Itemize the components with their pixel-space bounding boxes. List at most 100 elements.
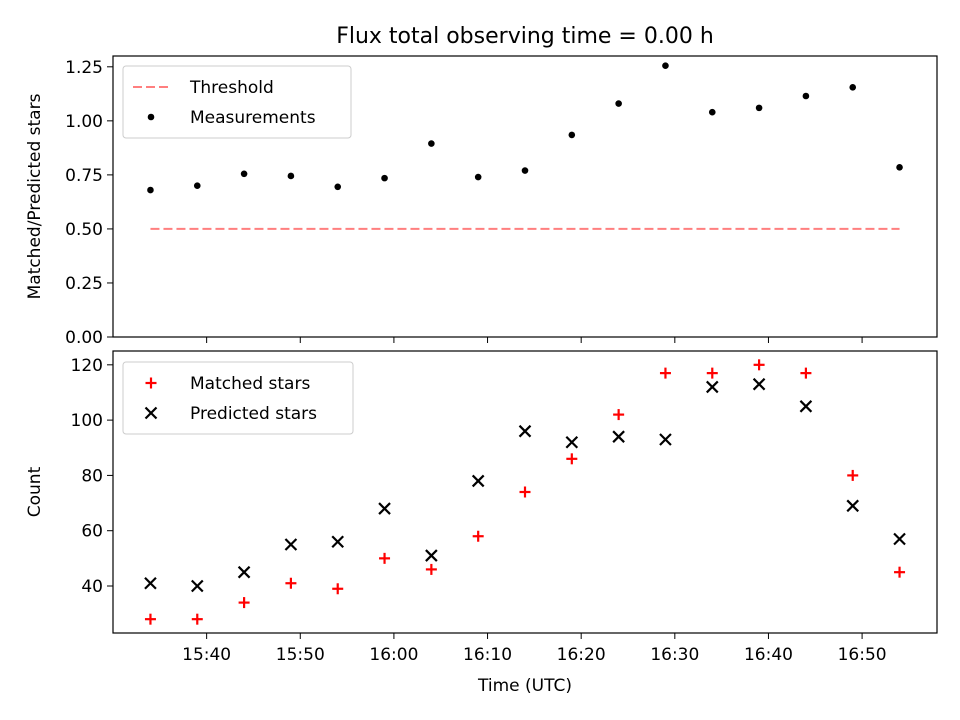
y-tick-label: 0.50 — [65, 220, 103, 240]
x-stroke-b — [893, 532, 906, 546]
legend-swatch — [147, 113, 155, 121]
x-stroke-b — [144, 576, 157, 590]
y-tick-label: 40 — [81, 577, 103, 597]
y-tick-label: 80 — [81, 466, 103, 486]
x-stroke-b — [471, 474, 485, 488]
measurement-point — [615, 100, 622, 107]
predicted-star-point — [799, 400, 813, 413]
measurement-point — [240, 170, 248, 178]
measurement-point — [568, 131, 576, 139]
measurement-point — [334, 183, 342, 191]
measurement-point — [428, 140, 435, 147]
measurement-point — [193, 182, 201, 189]
legend-item: Measurements — [147, 108, 316, 128]
legend-label: Matched stars — [190, 374, 310, 394]
x-tick-label: 15:40 — [182, 645, 231, 665]
legend-item: Threshold — [133, 78, 274, 98]
x-tick-label: 16:50 — [838, 645, 887, 665]
matched-star-point — [613, 409, 625, 421]
measurement-point — [849, 84, 857, 91]
matched-star-point — [894, 566, 906, 578]
y-tick-label: 0.25 — [65, 274, 103, 294]
matched-star-point — [659, 367, 671, 379]
x-stroke-b — [518, 424, 532, 438]
x-tick-label: 16:40 — [744, 645, 793, 665]
measurement-point — [708, 108, 716, 116]
measurement-point — [802, 92, 810, 100]
predicted-star-point — [752, 377, 766, 391]
x-stroke-b — [190, 579, 204, 593]
x-stroke-b — [705, 380, 719, 394]
x-stroke-b — [565, 435, 579, 449]
predicted-star-point — [659, 433, 672, 446]
x-stroke-b — [752, 377, 766, 391]
predicted-star-point — [425, 549, 438, 562]
predicted-star-point — [284, 538, 298, 551]
matched-star-point — [238, 597, 250, 609]
y-tick-label: 1.00 — [65, 112, 103, 132]
legend-swatch — [144, 406, 158, 420]
x-axis-label: Time (UTC) — [477, 676, 572, 696]
predicted-star-point — [190, 579, 204, 593]
plot-frame — [112, 55, 938, 338]
x-tick-label: 16:30 — [650, 645, 699, 665]
predicted-star-point — [846, 499, 860, 513]
x-tick-label: 16:00 — [369, 645, 418, 665]
matched-star-point — [847, 469, 859, 481]
matched-star-point — [425, 563, 437, 575]
legend-label: Measurements — [190, 108, 316, 128]
bottom-axes: 40 60 80 100 120 15:40 15:50 16:00 16:10 16:20 16:… — [25, 350, 938, 696]
x-stroke-b — [846, 499, 860, 513]
predicted-star-point — [893, 532, 906, 546]
measurement-point — [287, 172, 295, 180]
y-tick-label: 0.00 — [65, 328, 103, 348]
matched-star-point — [332, 583, 344, 595]
x-stroke-b — [144, 406, 158, 420]
legend-item: Matched stars — [145, 374, 310, 394]
y-tick-label: 0.75 — [65, 166, 103, 186]
legend-box — [122, 65, 352, 139]
predicted-star-point — [237, 565, 251, 579]
matched-star-point — [191, 613, 203, 625]
matched-star-point — [285, 577, 297, 589]
predicted-star-point — [331, 535, 345, 549]
matched-star-point — [566, 453, 578, 465]
measurement-point — [474, 173, 482, 181]
x-stroke-b — [425, 549, 438, 562]
y-tick-label: 120 — [71, 356, 103, 376]
plot-frame — [112, 350, 938, 634]
y-tick-label: 100 — [71, 411, 103, 431]
predicted-star-point — [471, 474, 485, 488]
measurement-point — [521, 167, 529, 174]
y-tick-label: 1.25 — [65, 58, 103, 78]
x-stroke-b — [659, 433, 672, 446]
measurement-point — [896, 164, 903, 171]
x-tick-label: 15:50 — [276, 645, 325, 665]
x-stroke-b — [284, 538, 298, 551]
measurement-point — [381, 174, 388, 182]
legend-swatch — [145, 377, 157, 389]
matched-star-point — [706, 367, 718, 379]
predicted-star-point — [705, 380, 719, 394]
x-stroke-b — [799, 400, 813, 413]
predicted-star-point — [378, 502, 391, 515]
legend-label: Threshold — [189, 78, 274, 98]
matched-star-point — [753, 359, 765, 371]
legend-item: Predicted stars — [144, 404, 317, 424]
x-stroke-b — [378, 502, 391, 515]
predicted-star-point — [144, 576, 157, 590]
x-tick-label: 16:20 — [557, 645, 606, 665]
y-axis-label: Matched/Predicted stars — [25, 93, 45, 299]
x-tick-label: 16:10 — [463, 645, 512, 665]
y-axis-label: Count — [25, 466, 45, 517]
matched-star-point — [800, 367, 812, 379]
x-stroke-b — [237, 565, 251, 579]
measurement-point — [147, 186, 154, 194]
legend-box — [122, 361, 354, 435]
x-stroke-b — [331, 535, 345, 549]
predicted-star-point — [518, 424, 532, 438]
matched-star-point — [144, 613, 156, 625]
y-tick-label: 60 — [81, 522, 103, 542]
legend-label: Predicted stars — [190, 404, 317, 424]
